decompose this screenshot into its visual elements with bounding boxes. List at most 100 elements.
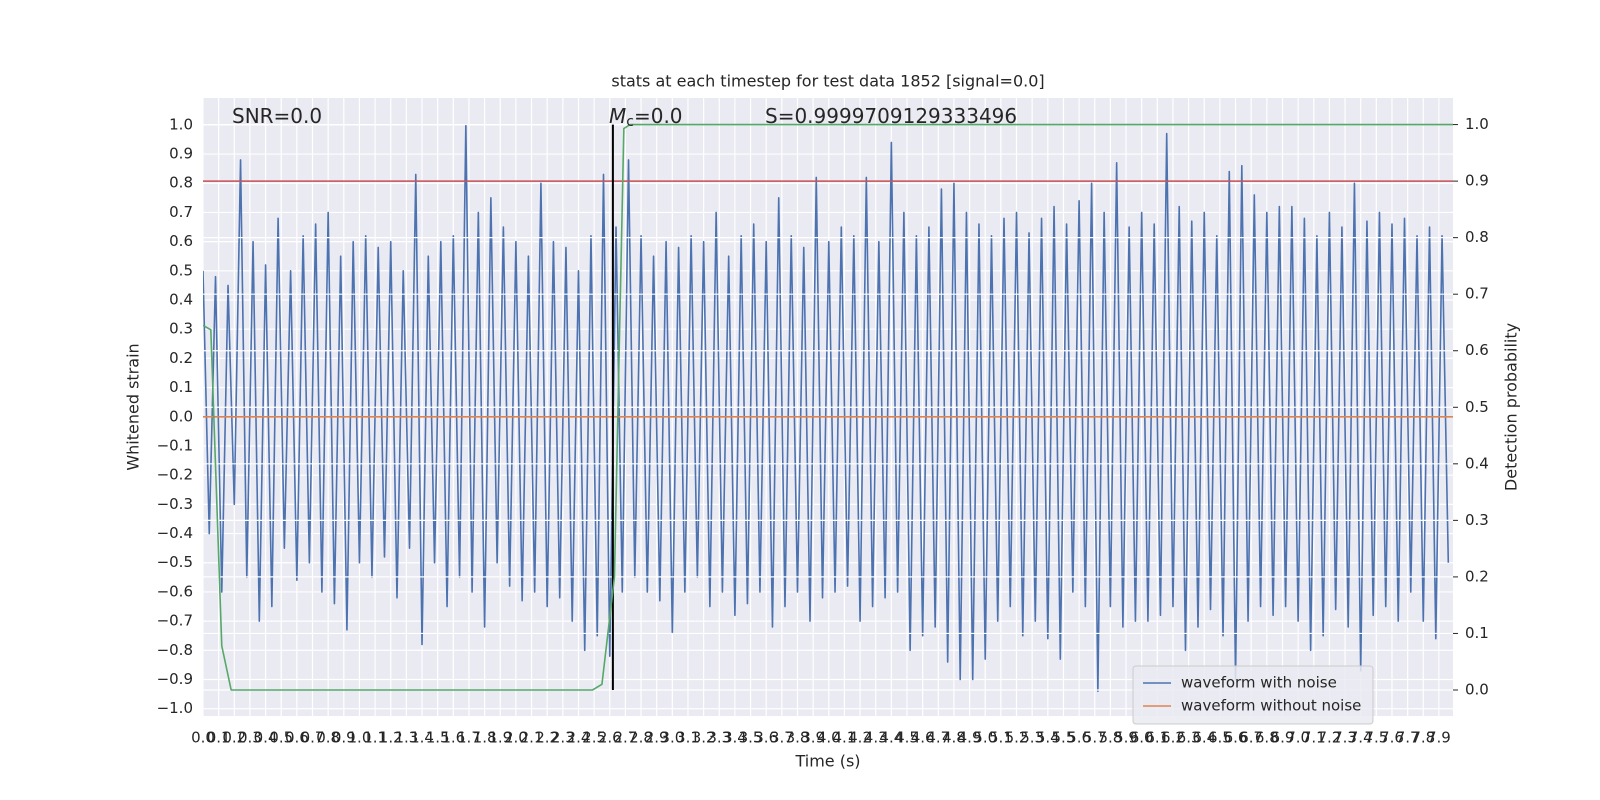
x-tick-label: 5.5 (1052, 729, 1076, 747)
x-tick-label: 2.3 (551, 729, 575, 747)
x-tick-label: 6.1 (1145, 729, 1169, 747)
x-tick-label: 2.9 (645, 729, 669, 747)
x-tick-label: 0.6 (285, 729, 309, 747)
x-tick-label: 1.8 (473, 729, 497, 747)
legend-label: waveform without noise (1181, 697, 1361, 715)
legend-label: waveform with noise (1181, 674, 1337, 692)
x-tick-label: 5.0 (973, 729, 997, 747)
chart-title: stats at each timestep for test data 185… (611, 72, 1044, 91)
x-tick-label: 1.6 (441, 729, 465, 747)
y2-tick-label: 0.8 (1465, 228, 1489, 246)
x-tick-label: 5.6 (1067, 729, 1091, 747)
x-tick-label: 7.5 (1364, 729, 1388, 747)
x-tick-label: 7.7 (1396, 729, 1420, 747)
y-tick-label: −1.0 (157, 699, 193, 717)
x-tick-label: 7.9 (1427, 729, 1451, 747)
y-tick-label: 0.5 (169, 261, 193, 279)
x-tick-label: 1.5 (426, 729, 450, 747)
annotation: S=0.9999709129333496 (765, 104, 1017, 128)
x-tick-label: 6.3 (1177, 729, 1201, 747)
x-tick-label: 3.9 (801, 729, 825, 747)
x-tick-label: 7.0 (1286, 729, 1310, 747)
y-tick-label: 0.3 (169, 320, 193, 338)
x-tick-label: 6.7 (1239, 729, 1263, 747)
x-tick-label: 6.6 (1224, 729, 1248, 747)
y-tick-label: −0.2 (157, 466, 193, 484)
x-tick-label: 4.9 (958, 729, 982, 747)
x-tick-label: 5.7 (1083, 729, 1107, 747)
y2-tick-label: 0.9 (1465, 172, 1489, 190)
x-tick-label: 1.7 (457, 729, 481, 747)
y2-tick-label: 0.5 (1465, 398, 1489, 416)
x-tick-label: 3.2 (692, 729, 716, 747)
y2-tick-label: 0.7 (1465, 285, 1489, 303)
y-tick-label: −0.3 (157, 495, 193, 513)
y2-tick-label: 0.0 (1465, 680, 1489, 698)
x-tick-label: 4.0 (817, 729, 841, 747)
y-tick-label: −0.7 (157, 612, 193, 630)
x-tick-label: 3.3 (707, 729, 731, 747)
annotation-part: S=0.9999709129333496 (765, 104, 1017, 128)
y2-tick-label: 0.2 (1465, 567, 1489, 585)
x-tick-label: 7.4 (1349, 729, 1373, 747)
x-axis-label: Time (s) (794, 752, 860, 771)
series-line (203, 124, 1450, 692)
x-tick-label: 2.4 (567, 729, 591, 747)
x-tick-label: 6.0 (1130, 729, 1154, 747)
x-tick-label: 2.7 (613, 729, 637, 747)
x-tick-label: 7.2 (1317, 729, 1341, 747)
x-tick-label: 4.2 (848, 729, 872, 747)
y-tick-label: 0.0 (169, 407, 193, 425)
x-tick-label: 4.4 (879, 729, 903, 747)
y-tick-label: −0.4 (157, 524, 193, 542)
y-tick-label: −0.6 (157, 582, 193, 600)
x-tick-label: 1.3 (394, 729, 418, 747)
annotation: SNR=0.0 (232, 104, 322, 128)
y-tick-label: 0.7 (169, 203, 193, 221)
x-tick-label: 0.8 (316, 729, 340, 747)
series-line (203, 123, 1453, 691)
x-tick-label: 4.1 (832, 729, 856, 747)
x-tick-label: 4.8 (942, 729, 966, 747)
x-tick-label: 7.1 (1302, 729, 1326, 747)
x-tick-label: 5.8 (1098, 729, 1122, 747)
x-tick-label: 0.5 (269, 729, 293, 747)
x-tick-label: 1.9 (488, 729, 512, 747)
y-tick-label: 0.2 (169, 349, 193, 367)
x-tick-label: 3.1 (676, 729, 700, 747)
x-tick-label: 5.2 (1005, 729, 1029, 747)
y2-tick-label: 0.3 (1465, 511, 1489, 529)
x-tick-label: 4.3 (864, 729, 888, 747)
x-tick-label: 5.9 (1114, 729, 1138, 747)
y-tick-label: 0.9 (169, 145, 193, 163)
x-tick-label: 1.2 (379, 729, 403, 747)
x-tick-label: 2.6 (598, 729, 622, 747)
x-tick-label: 0.1 (207, 729, 231, 747)
plot-area (203, 98, 1453, 716)
x-tick-label: 4.5 (895, 729, 919, 747)
y2-axis-label: Detection probability (1502, 323, 1521, 491)
x-tick-label: 5.4 (1036, 729, 1060, 747)
x-tick-label: 7.3 (1333, 729, 1357, 747)
y-tick-label: −0.8 (157, 641, 193, 659)
x-tick-label: 1.0 (348, 729, 372, 747)
y-tick-label: 0.6 (169, 232, 193, 250)
x-tick-label: 3.7 (770, 729, 794, 747)
legend-box (1132, 665, 1374, 725)
y-tick-label: −0.1 (157, 436, 193, 454)
y-axis-label: Whitened strain (124, 343, 143, 470)
y-tick-label: 1.0 (169, 115, 193, 133)
y2-tick-label: 1.0 (1465, 115, 1489, 133)
x-tick-label: 7.8 (1411, 729, 1435, 747)
x-tick-label: 6.5 (1208, 729, 1232, 747)
y-tick-label: 0.4 (169, 291, 193, 309)
x-tick-label: 6.9 (1271, 729, 1295, 747)
annotation-part: SNR=0.0 (232, 104, 322, 128)
x-tick-label: 2.8 (629, 729, 653, 747)
x-tick-label: 2.5 (582, 729, 606, 747)
y2-tick-label: 0.1 (1465, 624, 1489, 642)
x-tick-label: 0.7 (301, 729, 325, 747)
annotation-part: =0.0 (634, 104, 683, 128)
x-tick-label: 6.4 (1192, 729, 1216, 747)
